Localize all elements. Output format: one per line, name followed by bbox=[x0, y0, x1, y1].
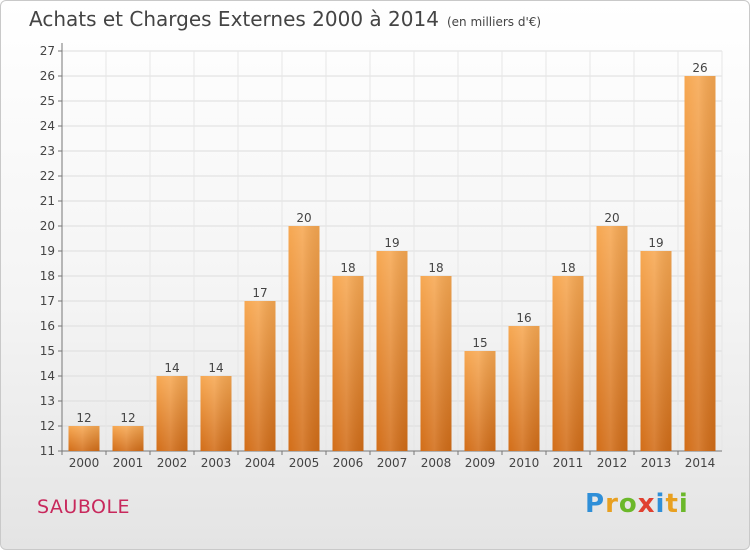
x-tick-label: 2012 bbox=[597, 456, 628, 470]
x-tick-label: 2005 bbox=[289, 456, 320, 470]
bar-shine bbox=[288, 226, 320, 451]
x-tick-label: 2004 bbox=[245, 456, 276, 470]
y-tick-label: 13 bbox=[40, 394, 55, 408]
y-tick-label: 27 bbox=[40, 44, 55, 58]
bar-shine bbox=[68, 426, 100, 451]
bar-shine bbox=[376, 251, 408, 451]
y-tick-label: 17 bbox=[40, 294, 55, 308]
bar-value-label: 20 bbox=[604, 211, 619, 225]
x-tick-labels: 2000 2001 2002 2003 2004 2005 2006 2007 2008 2009… bbox=[69, 456, 716, 470]
bar-value-label: 14 bbox=[208, 361, 223, 375]
logo-letter: r bbox=[605, 489, 619, 519]
bar-shine bbox=[332, 276, 364, 451]
y-tick-label: 24 bbox=[40, 119, 55, 133]
chart-title: Achats et Charges Externes 2000 à 2014 (e… bbox=[29, 7, 541, 31]
y-tick-label: 18 bbox=[40, 269, 55, 283]
bar-shine bbox=[156, 376, 188, 451]
x-tick-label: 2009 bbox=[465, 456, 496, 470]
chart-title-text: Achats et Charges Externes 2000 à 2014 bbox=[29, 7, 439, 31]
proxiti-logo: Proxiti bbox=[585, 489, 689, 519]
logo-letter: i bbox=[678, 489, 689, 519]
y-tick-label: 16 bbox=[40, 319, 55, 333]
bar-shine bbox=[684, 76, 716, 451]
commune-name: SAUBOLE bbox=[37, 496, 131, 518]
y-tick-label: 26 bbox=[40, 69, 55, 83]
bar-shine bbox=[200, 376, 232, 451]
bars bbox=[68, 76, 716, 451]
bar-shine bbox=[112, 426, 144, 451]
x-tick-label: 2002 bbox=[157, 456, 188, 470]
x-tick-label: 2013 bbox=[641, 456, 672, 470]
bar-shine bbox=[596, 226, 628, 451]
bar-shine bbox=[464, 351, 496, 451]
x-tick-label: 2014 bbox=[685, 456, 716, 470]
bar-value-label: 14 bbox=[164, 361, 179, 375]
bar-shine bbox=[244, 301, 276, 451]
logo-letter: i bbox=[655, 489, 666, 519]
logo-letter: t bbox=[665, 489, 679, 519]
bar-value-label: 19 bbox=[384, 236, 399, 250]
data-labels: 12 12 14 14 17 20 18 19 18 15 16 18 20 19 26 bbox=[76, 61, 707, 425]
bar-shine bbox=[640, 251, 672, 451]
y-tick-label: 14 bbox=[40, 369, 55, 383]
y-tick-label: 21 bbox=[40, 194, 55, 208]
logo-letter: x bbox=[637, 489, 656, 519]
y-tick-label: 11 bbox=[40, 444, 55, 458]
x-tick-label: 2000 bbox=[69, 456, 100, 470]
bar-value-label: 19 bbox=[648, 236, 663, 250]
y-tick-label: 22 bbox=[40, 169, 55, 183]
bar-shine bbox=[552, 276, 584, 451]
bar-value-label: 18 bbox=[428, 261, 443, 275]
bar-shine bbox=[508, 326, 540, 451]
bar-value-label: 15 bbox=[472, 336, 487, 350]
y-tick-label: 12 bbox=[40, 419, 55, 433]
bar-value-label: 16 bbox=[516, 311, 531, 325]
y-tick-label: 25 bbox=[40, 94, 55, 108]
logo-letter: P bbox=[585, 489, 606, 519]
y-tick-label: 19 bbox=[40, 244, 55, 258]
x-tick-label: 2001 bbox=[113, 456, 144, 470]
bar-value-label: 17 bbox=[252, 286, 267, 300]
bar-value-label: 12 bbox=[120, 411, 135, 425]
bar-value-label: 26 bbox=[692, 61, 707, 75]
bar-value-label: 18 bbox=[560, 261, 575, 275]
x-tick-label: 2007 bbox=[377, 456, 408, 470]
x-tick-label: 2003 bbox=[201, 456, 232, 470]
x-tick-label: 2010 bbox=[509, 456, 540, 470]
logo-letter: o bbox=[618, 489, 638, 519]
y-tick-label: 23 bbox=[40, 144, 55, 158]
chart-subtitle: (en milliers d'€) bbox=[446, 15, 542, 29]
bar-value-label: 20 bbox=[296, 211, 311, 225]
y-tick-label: 15 bbox=[40, 344, 55, 358]
bar-value-label: 12 bbox=[76, 411, 91, 425]
bar-value-label: 18 bbox=[340, 261, 355, 275]
bar-shine bbox=[420, 276, 452, 451]
x-tick-label: 2006 bbox=[333, 456, 364, 470]
y-tick-labels: 11 12 13 14 15 16 17 18 19 20 21 22 23 24 25 26 27 bbox=[40, 44, 55, 458]
y-tick-label: 20 bbox=[40, 219, 55, 233]
x-tick-label: 2011 bbox=[553, 456, 584, 470]
x-tick-label: 2008 bbox=[421, 456, 452, 470]
